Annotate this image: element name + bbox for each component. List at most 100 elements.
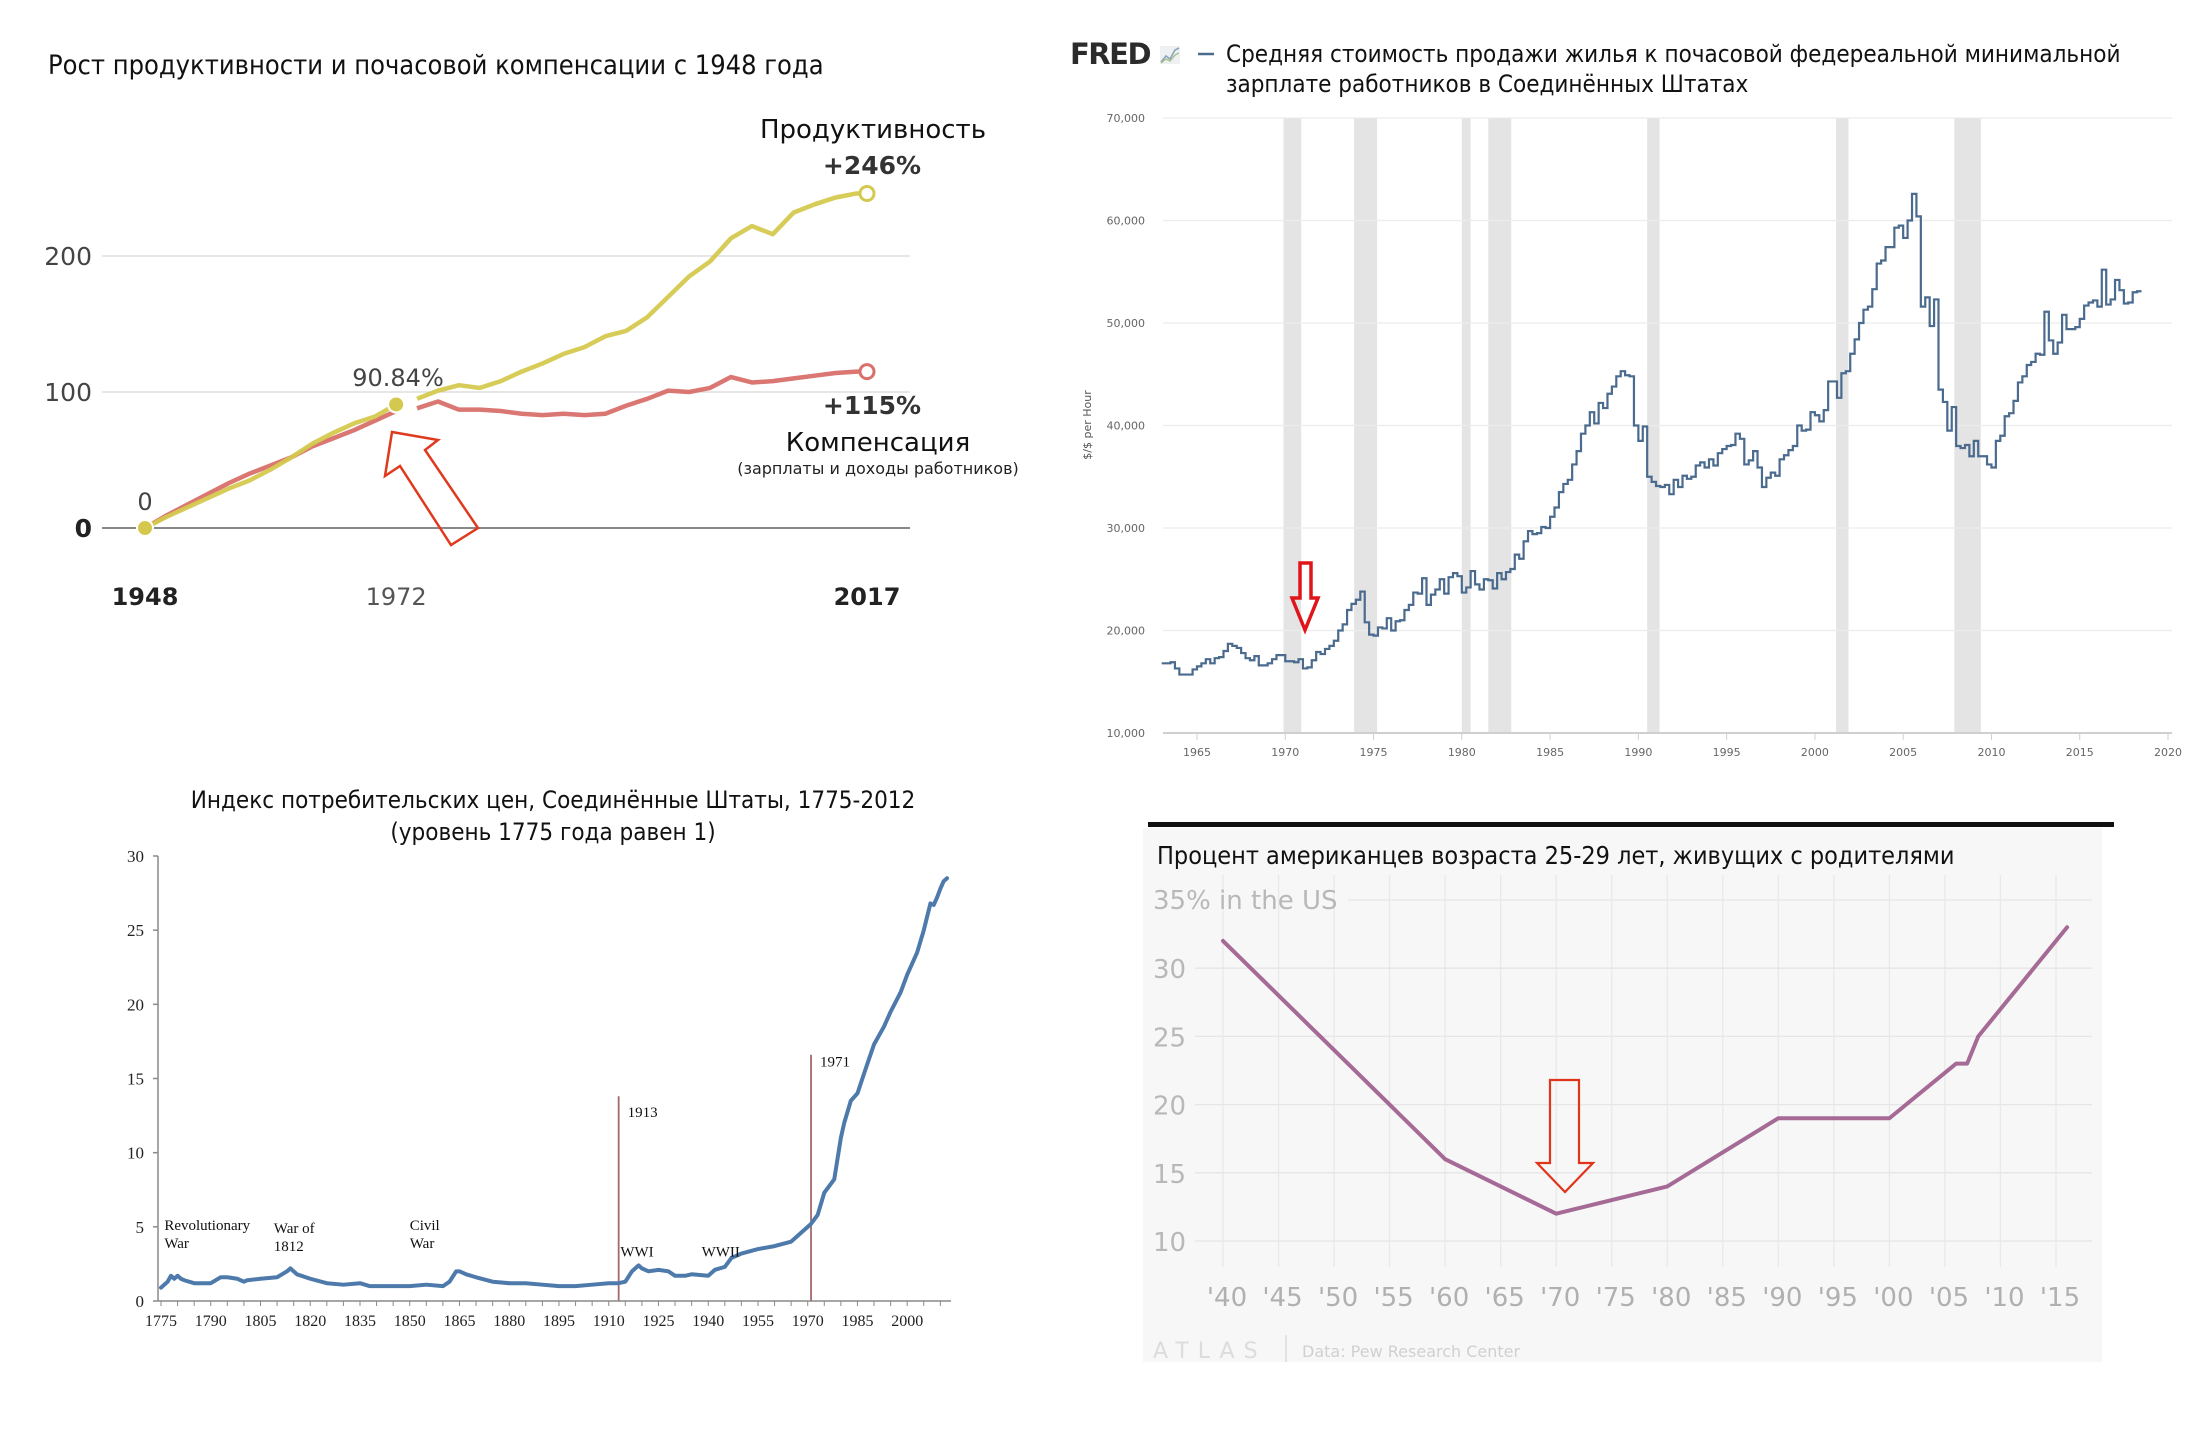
arrow-up-left-icon	[383, 430, 480, 547]
x-tick-label: 1835	[344, 1313, 376, 1330]
x-tick-label: 1970	[792, 1313, 824, 1330]
y-tick-label: 40,000	[1107, 420, 1146, 433]
y-tick-label: 20	[127, 995, 144, 1014]
x-tick-label: 2000	[1801, 746, 1829, 759]
series-line-compensation	[416, 369, 867, 418]
x-tick-label: 1790	[195, 1313, 227, 1330]
x-tick-label: '45	[1262, 1283, 1302, 1313]
annotation-start-zero: 0	[137, 488, 152, 516]
y-tick-label: 30,000	[1107, 522, 1146, 535]
y-tick-label: 100	[44, 378, 92, 407]
x-tick-label: '00	[1873, 1283, 1913, 1313]
x-tick-label: 1820	[294, 1313, 326, 1330]
x-tick-label: '80	[1651, 1283, 1691, 1313]
x-tick-label: '15	[2040, 1283, 2080, 1313]
x-tick-label: 1805	[244, 1313, 276, 1330]
start-marker	[136, 519, 154, 537]
atlas-chart: Процент американцев возраста 25-29 лет, …	[1143, 822, 2114, 1364]
y-tick-label: 20	[1153, 1092, 1186, 1122]
fred-chart: FRED Средняя стоимость продажи жилья к п…	[1070, 37, 2182, 759]
y-tick-label: 200	[44, 242, 92, 271]
y-tick-label: 10	[127, 1144, 144, 1163]
annotation-label: 1971	[820, 1055, 850, 1071]
x-tick-label: '75	[1596, 1283, 1636, 1313]
x-tick-label: 1955	[742, 1313, 774, 1330]
chart-title: Процент американцев возраста 25-29 лет, …	[1157, 841, 1955, 870]
x-tick-label: 2005	[1889, 746, 1917, 759]
compensation-subtitle: (зарплаты и доходы работников)	[737, 459, 1019, 478]
chart-title-line-2: зарплате работников в Соединённых Штатах	[1226, 70, 1748, 98]
x-tick-label: '65	[1485, 1283, 1525, 1313]
series-line	[1161, 192, 2142, 676]
x-tick-label: 2017	[834, 583, 901, 611]
fred-logo-graph-icon	[1160, 46, 1180, 64]
arrow-down-icon	[1534, 1078, 1596, 1194]
top-rule	[1148, 822, 2114, 827]
y-tick-label: 20,000	[1107, 625, 1146, 638]
x-tick-label: 1925	[642, 1313, 674, 1330]
x-tick-label: '85	[1707, 1283, 1747, 1313]
compensation-end-label: +115%	[823, 391, 921, 420]
x-tick-label: 1980	[1448, 746, 1476, 759]
y-tick-label: 60,000	[1107, 215, 1146, 228]
cpi-chart: Индекс потребительских цен, Соединённые …	[127, 786, 951, 1330]
x-tick-label: 1995	[1713, 746, 1741, 759]
chart-subtitle: (уровень 1775 года равен 1)	[390, 818, 715, 846]
x-tick-label: 1985	[1536, 746, 1564, 759]
annotation-label: War	[410, 1236, 435, 1252]
y-top-label: 35% in the US	[1153, 886, 1338, 916]
y-tick-label: 15	[127, 1070, 144, 1089]
highlight-marker-1972	[387, 395, 406, 414]
x-tick-label: '10	[1984, 1283, 2024, 1313]
annotation-label: WWII	[702, 1245, 740, 1261]
productivity-chart: Рост продуктивности и почасовой компенса…	[44, 50, 1019, 611]
atlas-footer: ATLAS Data: Pew Research Center	[1153, 1335, 1521, 1364]
x-tick-label: 1972	[366, 583, 427, 611]
productivity-end-label: +246%	[823, 151, 921, 180]
x-tick-label: '90	[1762, 1283, 1802, 1313]
x-tick-label: 1940	[692, 1313, 724, 1330]
series-line-compensation	[143, 408, 398, 530]
arrow-down-icon	[1289, 561, 1321, 635]
y-tick-label: 25	[1153, 1023, 1186, 1053]
y-tick-label: 5	[136, 1218, 145, 1237]
x-tick-label: 1895	[543, 1313, 575, 1330]
x-tick-label: 1975	[1360, 746, 1388, 759]
y-tick-label: 15	[1153, 1160, 1186, 1190]
series-line-productivity	[416, 191, 867, 401]
chart-title: Рост продуктивности и почасовой компенса…	[48, 50, 824, 81]
chart-title: Индекс потребительских цен, Соединённые …	[191, 786, 916, 814]
x-tick-label: '60	[1429, 1283, 1469, 1313]
x-tick-label: '70	[1540, 1283, 1580, 1313]
x-tick-label: 2000	[891, 1313, 923, 1330]
annotation-label: War	[164, 1236, 189, 1252]
x-tick-label: 1990	[1624, 746, 1652, 759]
y-tick-label: 30	[127, 847, 144, 866]
x-tick-label: '50	[1318, 1283, 1358, 1313]
y-axis-label: $/$ per Hour	[1081, 390, 1094, 460]
chart-background	[1143, 828, 2102, 1362]
x-tick-label: 2020	[2154, 746, 2182, 759]
series-line	[1221, 925, 2070, 1216]
x-tick-label: 1985	[841, 1313, 873, 1330]
end-marker	[858, 363, 876, 381]
svg-text:FRED: FRED	[1070, 37, 1150, 71]
x-tick-label: 2015	[2066, 746, 2094, 759]
end-marker	[858, 184, 876, 202]
annotation-label: Civil	[410, 1218, 440, 1234]
y-tick-label: 0	[75, 514, 92, 543]
x-tick-label: 1880	[493, 1313, 525, 1330]
annotation-label: Revolutionary	[164, 1218, 250, 1234]
x-tick-label: 1965	[1183, 746, 1211, 759]
chart-title-line-1: Средняя стоимость продажи жилья к почасо…	[1226, 40, 2120, 68]
annotation-label: 1812	[274, 1239, 304, 1255]
x-tick-label: '55	[1373, 1283, 1413, 1313]
x-tick-label: 1910	[593, 1313, 625, 1330]
annotation-label: 1913	[628, 1105, 658, 1121]
atlas-brand: ATLAS	[1153, 1339, 1267, 1364]
y-tick-label: 30	[1153, 955, 1186, 985]
x-tick-label: '95	[1818, 1283, 1858, 1313]
atlas-source: Data: Pew Research Center	[1302, 1342, 1521, 1361]
x-tick-label: 1775	[145, 1313, 177, 1330]
x-tick-label: 1865	[443, 1313, 475, 1330]
